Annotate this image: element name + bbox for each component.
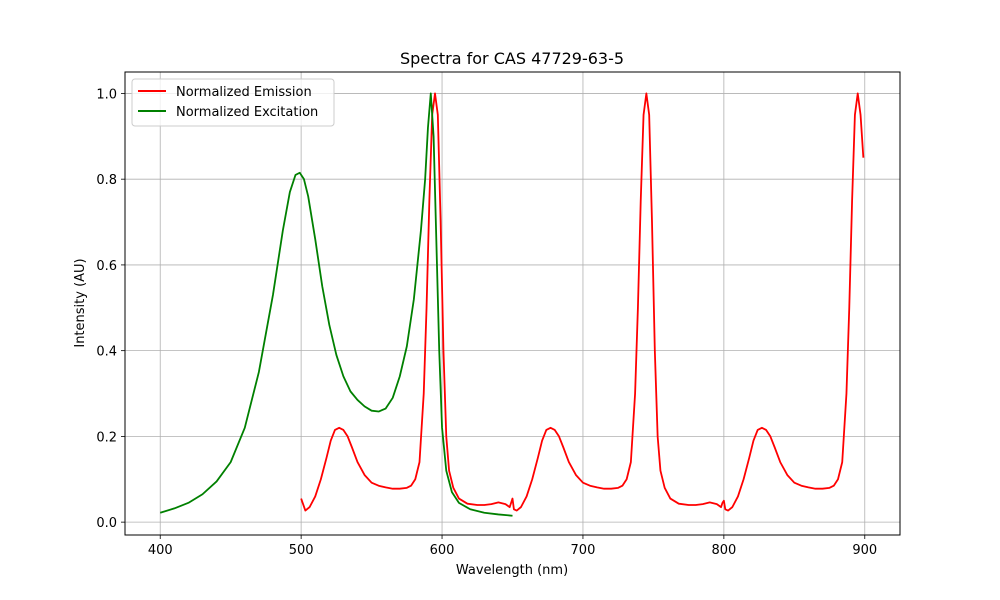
x-tick-label: 400 [148, 543, 173, 558]
legend-label-excitation: Normalized Excitation [176, 105, 318, 120]
legend-label-emission: Normalized Emission [176, 85, 312, 100]
x-tick-label: 800 [711, 543, 736, 558]
y-tick-label: 1.0 [96, 87, 117, 102]
x-tick-label: 500 [289, 543, 314, 558]
y-tick-label: 0.0 [96, 516, 117, 531]
chart-title: Spectra for CAS 47729-63-5 [400, 49, 624, 68]
excitation-line [159, 92, 513, 517]
x-tick-label: 600 [430, 543, 455, 558]
legend-box [131, 78, 335, 127]
legend: Normalized Emission Normalized Excitatio… [131, 78, 335, 127]
axis-ticks: 400 500 600 700 800 900 0.0 0.2 0.4 0.6 0.8 1.0 [96, 87, 877, 558]
y-tick-label: 0.6 [96, 259, 117, 274]
plot-frame [124, 71, 901, 536]
y-tick-label: 0.8 [96, 173, 117, 188]
y-axis-label: Intensity (AU) [73, 258, 88, 347]
x-tick-label: 700 [571, 543, 596, 558]
series-lines [159, 92, 865, 517]
y-tick-label: 0.2 [96, 430, 117, 445]
y-tick-label: 0.4 [96, 345, 117, 360]
x-tick-label: 900 [852, 543, 877, 558]
grid [125, 72, 900, 535]
emission-line [300, 92, 865, 512]
x-axis-label: Wavelength (nm) [456, 563, 568, 578]
